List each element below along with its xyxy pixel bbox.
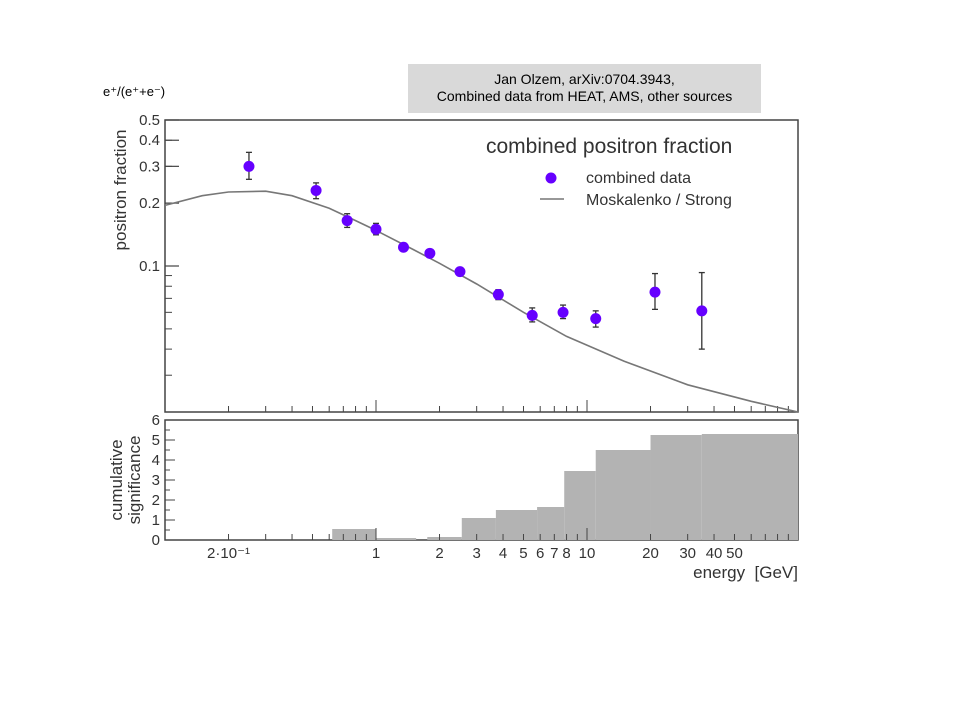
bottom-y-tick-label: 4 xyxy=(152,452,160,469)
significance-bar xyxy=(650,435,702,540)
significance-bars-layer xyxy=(332,434,798,540)
top-y-tick-label: 0.1 xyxy=(139,258,160,275)
bottom-y-tick-label: 5 xyxy=(152,432,160,449)
data-point xyxy=(492,289,504,301)
positron-fraction-formula: e⁺/(e⁺+e⁻) xyxy=(103,84,166,99)
top-y-tick-label: 0.5 xyxy=(139,112,160,129)
bottom-y-tick-label: 2 xyxy=(152,492,160,509)
top-plot-frame xyxy=(164,119,799,413)
data-points-layer xyxy=(243,151,708,350)
model-curve-moskalenko-strong xyxy=(164,190,799,413)
data-point xyxy=(341,215,353,227)
data-point xyxy=(398,241,410,253)
source-caption-line2: Combined data from HEAT, AMS, other sour… xyxy=(436,88,733,104)
data-point xyxy=(454,266,466,278)
x-tick-label: 3 xyxy=(473,545,481,562)
bottom-y-axis-label-line1: cumulative xyxy=(107,439,126,520)
data-point xyxy=(557,306,569,318)
model-curve-layer xyxy=(164,190,799,413)
x-tick-label: 40 xyxy=(706,545,723,562)
x-tick-label: 2 xyxy=(435,545,443,562)
x-tick-label: 8 xyxy=(562,545,570,562)
significance-bar xyxy=(595,450,651,540)
x-tick-label: 7 xyxy=(550,545,558,562)
source-caption: Jan Olzem, arXiv:0704.3943, Combined dat… xyxy=(408,64,761,113)
x-tick-label: 5 xyxy=(519,545,527,562)
legend-marker-data xyxy=(545,172,557,184)
x-tick-label: 10 xyxy=(579,545,596,562)
data-point xyxy=(310,184,322,196)
significance-bar xyxy=(495,510,538,540)
x-tick-label: 30 xyxy=(679,545,696,562)
data-point xyxy=(590,313,602,325)
x-axis-label: energy [GeV] xyxy=(693,563,798,582)
bottom-y-tick-label: 0 xyxy=(152,532,160,549)
significance-bar xyxy=(427,537,462,540)
significance-bar xyxy=(537,507,565,540)
x-tick-label: 2·10⁻¹ xyxy=(207,545,250,562)
x-tick-label: 50 xyxy=(726,545,743,562)
data-point xyxy=(370,223,382,235)
top-y-tick-label: 0.3 xyxy=(139,158,160,175)
x-tick-label: 1 xyxy=(372,545,380,562)
data-point xyxy=(243,160,255,172)
bottom-y-tick-label: 1 xyxy=(152,512,160,529)
legend-label-model: Moskalenko / Strong xyxy=(586,192,732,209)
chart-title: combined positron fraction xyxy=(486,135,732,158)
top-y-tick-label: 0.4 xyxy=(139,132,160,149)
data-point xyxy=(526,309,538,321)
source-caption-line1: Jan Olzem, arXiv:0704.3943, xyxy=(494,71,675,87)
top-y-tick-label: 0.2 xyxy=(139,195,160,212)
top-y-axis-label: positron fraction xyxy=(111,130,130,251)
top-axis-ticks: 0.5 0.4 0.3 0.2 0.1 xyxy=(139,112,789,413)
bottom-y-tick-label: 6 xyxy=(152,412,160,429)
data-point xyxy=(649,286,661,298)
bottom-y-tick-label: 3 xyxy=(152,472,160,489)
x-tick-label: 6 xyxy=(536,545,544,562)
bottom-y-axis-label-line2: significance xyxy=(125,436,144,525)
significance-bar xyxy=(332,529,376,540)
significance-bar xyxy=(564,471,596,540)
top-panel: positron fraction combined positron frac… xyxy=(111,119,799,413)
x-tick-label: 20 xyxy=(642,545,659,562)
legend-label-data: combined data xyxy=(586,170,691,187)
data-point xyxy=(696,305,708,317)
data-point xyxy=(424,247,436,259)
significance-bar xyxy=(376,538,417,540)
significance-bar xyxy=(701,434,798,540)
significance-bar xyxy=(461,518,496,540)
x-tick-label: 4 xyxy=(499,545,507,562)
